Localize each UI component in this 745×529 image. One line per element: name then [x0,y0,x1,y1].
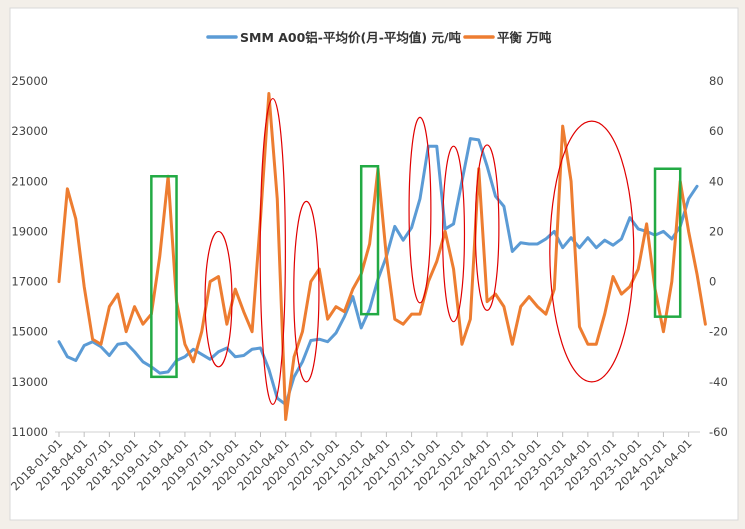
right-axis-tick-label: -20 [709,325,728,339]
left-axis-tick-label: 11000 [11,425,48,439]
left-axis-tick-label: 13000 [11,375,48,389]
right-axis: 80 60 40 20 0 -20 -40 -60 [709,74,728,439]
left-axis-tick-label: 21000 [11,174,48,188]
left-axis-tick-label: 25000 [11,74,48,88]
highlight-ellipse [204,230,233,368]
left-axis-tick-label: 17000 [11,275,48,289]
highlight-rect [359,164,380,316]
left-axis-tick-label: 23000 [11,124,48,138]
right-axis-tick-label: 20 [709,224,724,238]
highlight-annotations [150,97,682,406]
right-axis-tick-label: -40 [709,375,728,389]
chart-area [9,7,739,521]
highlight-ellipse [293,200,320,383]
left-axis-tick-label: 19000 [11,224,48,238]
legend: SMM A00铝-平均价(月-平均值) 元/吨 平衡 万吨 [206,30,552,45]
legend-label-aluminium: SMM A00铝-平均价(月-平均值) 元/吨 [240,30,462,45]
highlight-ellipse [474,144,500,312]
left-axis-tick-label: 15000 [11,325,48,339]
highlight-rect [653,167,682,318]
right-axis-tick-label: 40 [709,174,724,188]
right-axis-tick-label: 80 [709,74,724,88]
right-axis-tick-label: 60 [709,124,724,138]
right-axis-tick-label: 0 [709,275,716,289]
legend-label-balance: 平衡 万吨 [497,30,552,45]
highlight-ellipse [442,145,466,323]
left-axis: 25000 23000 21000 19000 17000 15000 13000 11000 [11,74,48,439]
highlight-ellipse [549,120,635,383]
right-axis-tick-label: -60 [709,425,728,439]
series-line-balance [57,92,707,421]
highlight-ellipse [408,116,432,304]
highlight-ellipse [259,97,286,406]
highlight-rect [150,175,178,379]
